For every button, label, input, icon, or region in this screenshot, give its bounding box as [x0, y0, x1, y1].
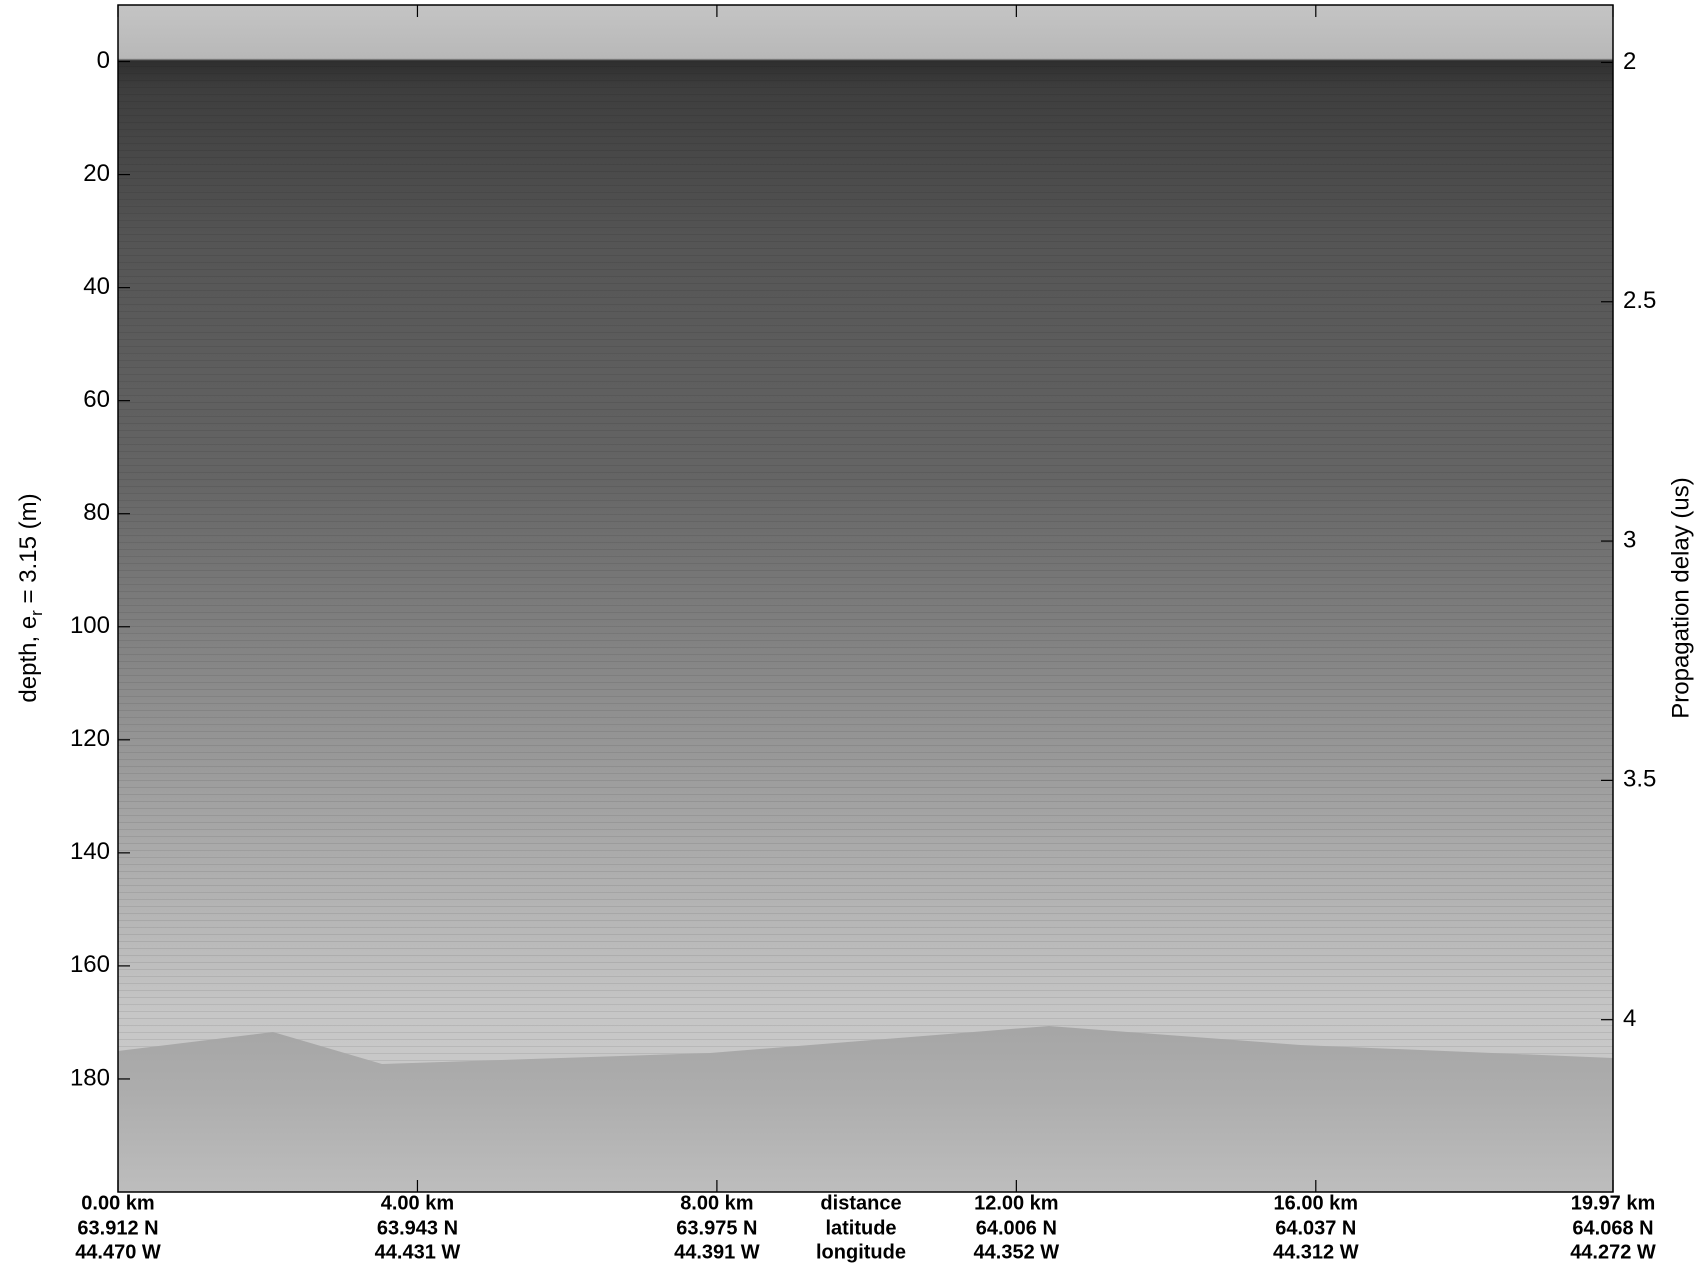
y2-tick-label: 2 — [1623, 48, 1636, 75]
latitude-label: 63.975 N — [676, 1217, 757, 1239]
x-tick-label: 19.97 km — [1571, 1192, 1656, 1214]
y-tick-label: 60 — [83, 386, 110, 413]
x-row-label: distance — [820, 1192, 901, 1214]
y-tick-label: 20 — [83, 160, 110, 187]
y-tick-label: 80 — [83, 499, 110, 526]
y-tick-label: 160 — [70, 951, 110, 978]
longitude-label: 44.352 W — [974, 1241, 1060, 1263]
latitude-label: 64.037 N — [1275, 1217, 1356, 1239]
y2-axis-label: Propagation delay (us) — [1667, 477, 1694, 718]
longitude-label: 44.431 W — [375, 1241, 461, 1263]
x-tick-label: 8.00 km — [680, 1192, 753, 1214]
y2-tick-label: 4 — [1623, 1005, 1636, 1032]
radargram-image — [117, 4, 1614, 1193]
latitude-label: 64.068 N — [1572, 1217, 1653, 1239]
longitude-label: 44.470 W — [75, 1241, 161, 1263]
x-tick-label: 0.00 km — [81, 1192, 154, 1214]
latitude-label: 64.006 N — [976, 1217, 1057, 1239]
longitude-label: 44.272 W — [1570, 1241, 1656, 1263]
y2-tick-label: 3 — [1623, 526, 1636, 553]
x-tick-label: 4.00 km — [381, 1192, 454, 1214]
y-tick-label: 140 — [70, 838, 110, 865]
longitude-label: 44.312 W — [1273, 1241, 1359, 1263]
y2-tick-label: 3.5 — [1623, 766, 1656, 793]
x-row-label: latitude — [825, 1217, 896, 1239]
y2-tick-label: 2.5 — [1623, 287, 1656, 314]
y-tick-label: 0 — [97, 47, 110, 74]
latitude-label: 63.943 N — [377, 1217, 458, 1239]
y-tick-label: 40 — [83, 273, 110, 300]
x-row-label: longitude — [816, 1241, 906, 1263]
longitude-label: 44.391 W — [674, 1241, 760, 1263]
y-tick-label: 180 — [70, 1064, 110, 1091]
y-tick-label: 120 — [70, 725, 110, 752]
y-axis-label: depth, er = 3.15 (m) — [15, 493, 46, 702]
y-tick-label: 100 — [70, 612, 110, 639]
latitude-label: 63.912 N — [77, 1217, 158, 1239]
x-tick-label: 12.00 km — [974, 1192, 1059, 1214]
x-tick-label: 16.00 km — [1274, 1192, 1359, 1214]
